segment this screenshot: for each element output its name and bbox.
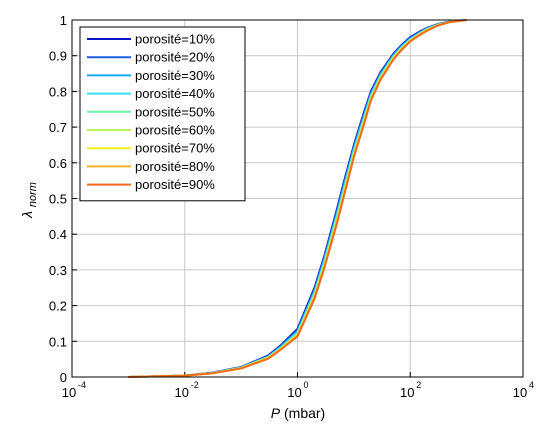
legend: porosité=10% porosité=20% porosité=30% poro… xyxy=(79,26,246,202)
y-tick-label: 0 xyxy=(60,370,67,385)
legend-item: porosité=80% xyxy=(87,159,215,174)
y-tick-label: 0.1 xyxy=(49,334,67,349)
legend-label: porosité=90% xyxy=(135,177,215,192)
x-tick-base: 10 xyxy=(175,385,189,400)
legend-label: porosité=80% xyxy=(135,159,215,174)
x-tick-exponent: 4 xyxy=(529,380,534,390)
y-tick-label: 1 xyxy=(60,13,67,28)
x-tick-label: 10 -4 xyxy=(62,380,86,400)
x-tick-label: 10 -2 xyxy=(175,380,199,400)
y-tick-label: 0.5 xyxy=(49,192,67,207)
legend-item: porosité=20% xyxy=(87,50,215,65)
x-tick-labels: 10 -4 10 -2 10 0 10 2 10 4 xyxy=(62,380,534,400)
legend-label: porosité=70% xyxy=(135,141,215,156)
y-tick-label: 0.4 xyxy=(49,227,67,242)
y-tick-label: 0.7 xyxy=(49,120,67,135)
x-tick-exponent: -4 xyxy=(78,380,86,390)
x-tick-label: 10 0 xyxy=(287,380,308,400)
legend-label: porosité=50% xyxy=(135,104,215,119)
x-tick-base: 10 xyxy=(287,385,301,400)
legend-box xyxy=(79,26,246,202)
x-axis-symbol: P xyxy=(271,405,281,421)
legend-label: porosité=30% xyxy=(135,68,215,83)
x-tick-base: 10 xyxy=(513,385,527,400)
legend-label: porosité=40% xyxy=(135,86,215,101)
y-tick-labels: 0 0.1 0.2 0.3 0.4 0.5 0.6 0.7 0.8 0.9 1 xyxy=(49,13,67,385)
legend-label: porosité=60% xyxy=(135,123,215,138)
x-tick-exponent: 0 xyxy=(304,380,309,390)
x-tick-base: 10 xyxy=(62,385,76,400)
x-axis-unit: (mbar) xyxy=(284,405,325,421)
legend-item: porosité=50% xyxy=(87,104,215,119)
y-tick-label: 0.3 xyxy=(49,263,67,278)
x-tick-exponent: 2 xyxy=(416,380,421,390)
legend-item: porosité=90% xyxy=(87,177,215,192)
y-tick-label: 0.2 xyxy=(49,299,67,314)
x-tick-base: 10 xyxy=(400,385,414,400)
legend-item: porosité=10% xyxy=(87,32,215,47)
series-line-9 xyxy=(128,19,467,378)
y-tick-label: 0.8 xyxy=(49,84,67,99)
y-axis-symbol: λ xyxy=(19,211,35,219)
legend-label: porosité=10% xyxy=(135,32,215,47)
legend-item: porosité=30% xyxy=(87,68,215,83)
x-tick-label: 10 4 xyxy=(513,380,534,400)
y-tick-label: 0.6 xyxy=(49,156,67,171)
legend-item: porosité=40% xyxy=(87,86,215,101)
y-axis-label: λ norm xyxy=(19,182,39,219)
y-axis-subscript: norm xyxy=(27,182,39,207)
x-tick-exponent: -2 xyxy=(191,380,199,390)
x-axis-label: P (mbar) xyxy=(271,405,325,421)
y-tick-label: 0.9 xyxy=(49,49,67,64)
legend-label: porosité=20% xyxy=(135,50,215,65)
series-layer xyxy=(128,19,467,378)
plot-frame xyxy=(71,19,524,378)
legend-item: porosité=60% xyxy=(87,123,215,138)
legend-item: porosité=70% xyxy=(87,141,215,156)
x-tick-label: 10 2 xyxy=(400,380,421,400)
